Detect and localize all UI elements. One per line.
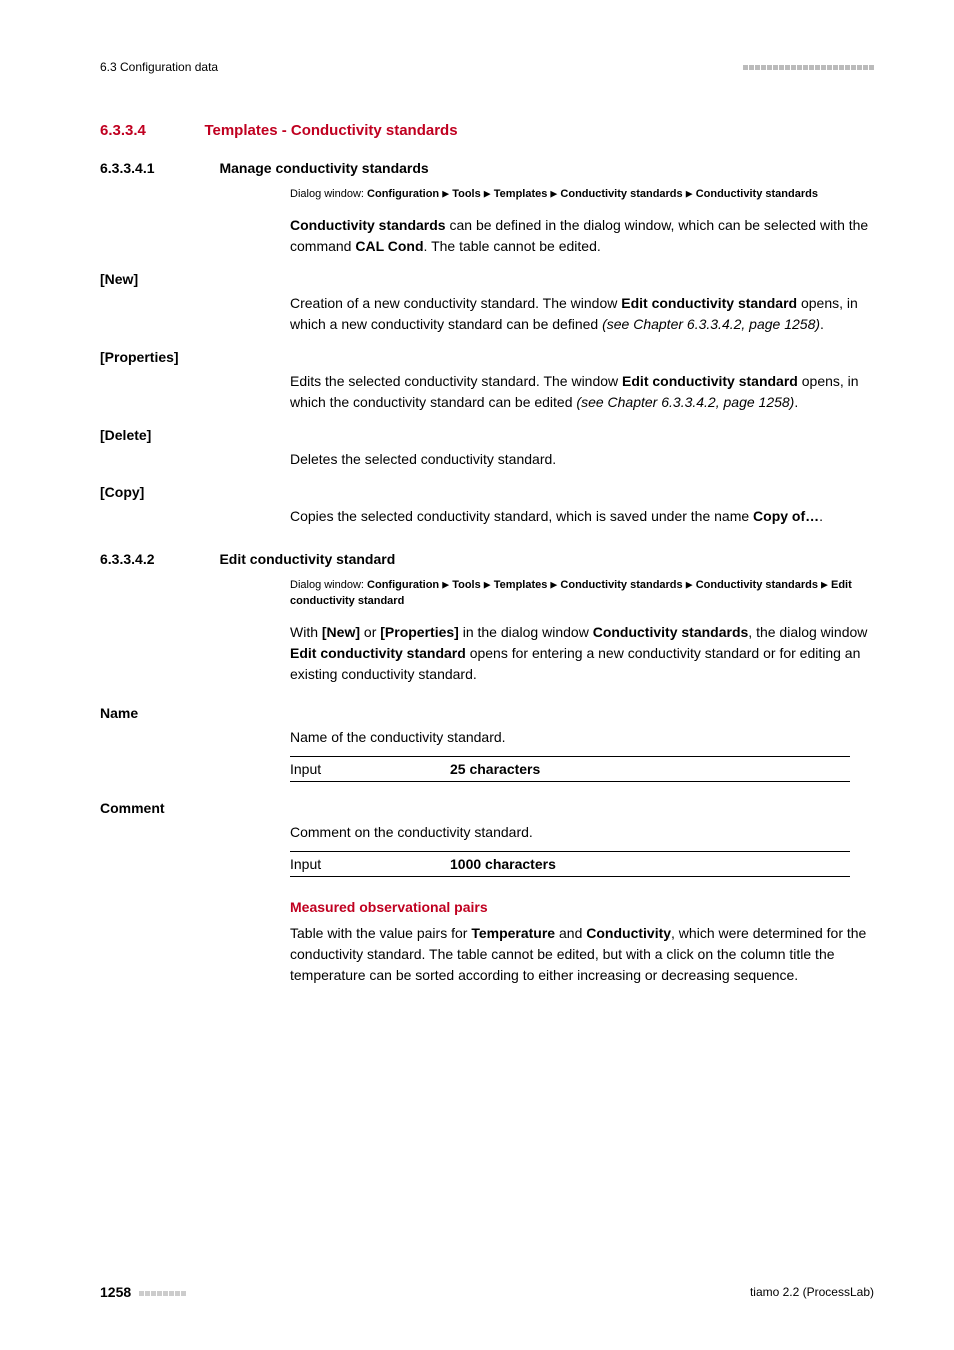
properties-label: [Properties]: [100, 349, 874, 365]
comment-input-label: Input: [290, 856, 450, 872]
new-label: [New]: [100, 271, 874, 287]
name-label: Name: [100, 705, 874, 721]
section-title: Templates - Conductivity standards: [204, 122, 457, 139]
header-section-label: 6.3 Configuration data: [100, 60, 218, 74]
copy-label: [Copy]: [100, 484, 874, 500]
subsection-number: 6.3.3.4.1: [100, 160, 215, 176]
subsection-title-2: Edit conductivity standard: [219, 551, 395, 567]
footer-right: tiamo 2.2 (ProcessLab): [750, 1285, 874, 1299]
section-6-3-3-4-1: 6.3.3.4.1 Manage conductivity standards: [100, 160, 874, 178]
intro-paragraph-1: Conductivity standards can be defined in…: [290, 215, 874, 257]
section-6-3-3-4: 6.3.3.4 Templates - Conductivity standar…: [100, 122, 874, 140]
header-decoration: [743, 65, 874, 70]
comment-input-value: 1000 characters: [450, 856, 556, 872]
name-description: Name of the conductivity standard.: [290, 727, 874, 748]
page-footer: 1258 tiamo 2.2 (ProcessLab): [100, 1284, 874, 1300]
section-6-3-3-4-2: 6.3.3.4.2 Edit conductivity standard: [100, 551, 874, 569]
subsection-number-2: 6.3.3.4.2: [100, 551, 215, 567]
footer-decoration: [139, 1291, 186, 1296]
page-number: 1258: [100, 1284, 131, 1300]
subsection-title: Manage conductivity standards: [219, 160, 428, 176]
intro-paragraph-2: With [New] or [Properties] in the dialog…: [290, 622, 874, 685]
name-input-table: Input 25 characters: [290, 756, 850, 782]
section-number: 6.3.3.4: [100, 122, 200, 139]
copy-description: Copies the selected conductivity standar…: [290, 506, 874, 527]
comment-description: Comment on the conductivity standard.: [290, 822, 874, 843]
properties-description: Edits the selected conductivity standard…: [290, 371, 874, 413]
dialog-path-1: Dialog window: Configuration ▶ Tools ▶ T…: [290, 186, 874, 203]
delete-label: [Delete]: [100, 427, 874, 443]
measured-description: Table with the value pairs for Temperatu…: [290, 923, 874, 986]
page-header: 6.3 Configuration data: [100, 60, 874, 74]
measured-heading: Measured observational pairs: [290, 899, 874, 915]
comment-label: Comment: [100, 800, 874, 816]
new-description: Creation of a new conductivity standard.…: [290, 293, 874, 335]
name-input-value: 25 characters: [450, 761, 540, 777]
comment-input-table: Input 1000 characters: [290, 851, 850, 877]
dialog-path-2: Dialog window: Configuration ▶ Tools ▶ T…: [290, 577, 874, 610]
footer-left: 1258: [100, 1284, 186, 1300]
name-input-label: Input: [290, 761, 450, 777]
delete-description: Deletes the selected conductivity standa…: [290, 449, 874, 470]
